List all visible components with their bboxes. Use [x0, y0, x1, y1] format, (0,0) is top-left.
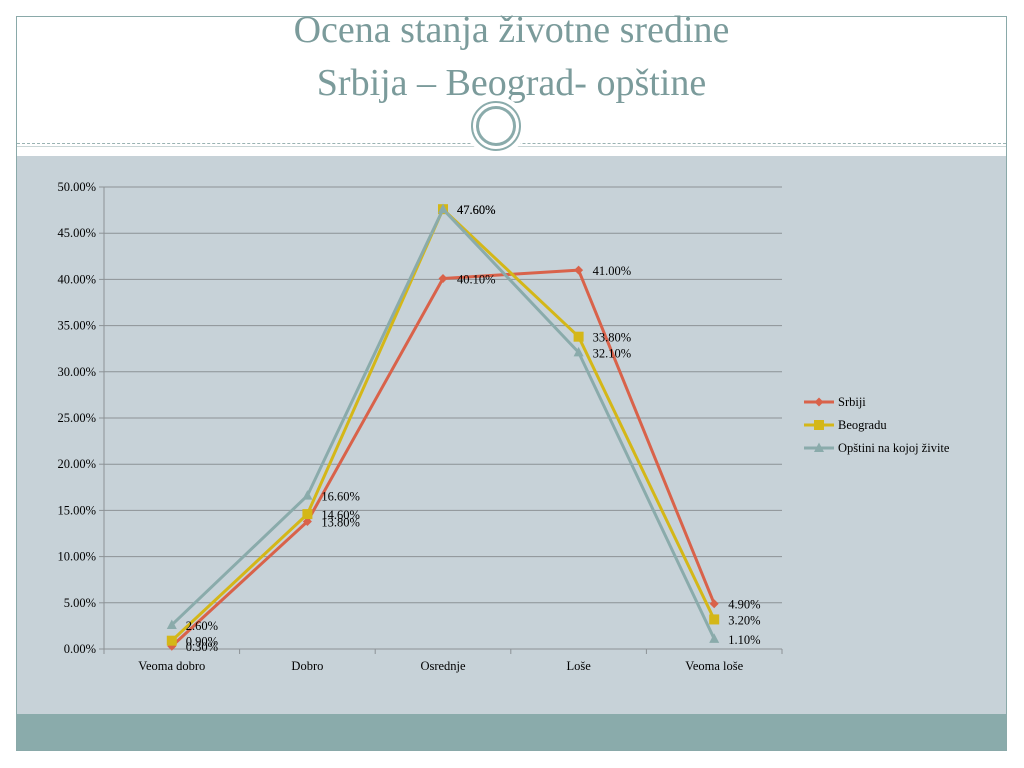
- x-tick-label: Veoma dobro: [138, 659, 205, 673]
- data-label-series-3: 47.60%: [457, 203, 496, 217]
- y-tick-label: 10.00%: [57, 550, 96, 564]
- x-tick-label: Veoma loše: [685, 659, 743, 673]
- slide-title: Ocena stanja životne sredine Srbija – Be…: [17, 11, 1006, 142]
- series-line-1: [170, 268, 716, 648]
- y-tick-label: 30.00%: [57, 365, 96, 379]
- data-point-series-2: [166, 635, 177, 646]
- legend-label: Beogradu: [838, 418, 887, 432]
- legend-swatch-marker: [814, 442, 824, 452]
- legend-label: Srbiji: [838, 395, 866, 409]
- y-tick-label: 25.00%: [57, 411, 96, 425]
- data-label-series-2: 14.60%: [321, 508, 360, 522]
- y-tick-label: 50.00%: [57, 180, 96, 194]
- legend-label: Opštini na kojoj živite: [838, 441, 950, 455]
- data-label-series-3: 32.10%: [593, 346, 632, 360]
- legend-swatch-marker: [814, 420, 824, 430]
- data-label-series-1: 0.30%: [186, 640, 218, 654]
- y-tick-label: 40.00%: [57, 272, 96, 286]
- data-label-series-3: 2.60%: [186, 619, 218, 633]
- x-tick-label: Osrednje: [420, 659, 466, 673]
- y-tick-label: 35.00%: [57, 319, 96, 333]
- data-point-series-1: [709, 599, 719, 609]
- series-line-3: [170, 207, 716, 640]
- footer-band: [17, 714, 1006, 750]
- data-point-series-1: [438, 273, 448, 283]
- data-label-series-1: 40.10%: [457, 272, 496, 286]
- emblem-inner-ring: [476, 106, 516, 146]
- title-line-2: Srbija – Beograd- opštine: [316, 62, 707, 104]
- data-point-series-3: [302, 490, 313, 500]
- circle-emblem-icon: [466, 96, 526, 156]
- data-point-series-3: [573, 346, 584, 357]
- y-tick-label: 45.00%: [57, 226, 96, 240]
- data-label-series-1: 13.80%: [321, 515, 360, 529]
- data-label-series-1: 4.90%: [728, 598, 760, 612]
- data-label-series-2: 33.80%: [593, 331, 632, 345]
- data-point-series-3: [709, 633, 720, 643]
- data-point-series-3: [166, 619, 177, 629]
- y-tick-label: 20.00%: [57, 457, 96, 471]
- data-point-series-2: [709, 614, 720, 625]
- data-point-series-2: [302, 509, 313, 520]
- data-label-series-1: 41.00%: [593, 264, 632, 278]
- data-label-series-3: 16.60%: [321, 490, 360, 504]
- y-tick-label: 0.00%: [64, 642, 96, 656]
- data-label-series-2: 3.20%: [728, 613, 760, 627]
- title-line-1: Ocena stanja životne sredine: [293, 9, 730, 51]
- x-tick-label: Loše: [566, 659, 591, 673]
- data-point-series-3: [438, 203, 448, 214]
- legend-swatch-marker: [814, 397, 824, 407]
- chart-area-background: [17, 156, 1006, 716]
- x-tick-label: Dobro: [291, 659, 323, 673]
- data-label-series-3: 1.10%: [728, 633, 760, 647]
- y-tick-label: 5.00%: [64, 596, 96, 610]
- data-point-series-1: [302, 516, 312, 526]
- data-label-series-2: 47.60%: [457, 203, 496, 217]
- series-line-2: [170, 207, 716, 642]
- data-point-series-1: [574, 265, 584, 275]
- data-label-series-2: 0.90%: [186, 635, 218, 649]
- y-tick-label: 15.00%: [57, 503, 96, 517]
- data-point-series-2: [573, 331, 584, 342]
